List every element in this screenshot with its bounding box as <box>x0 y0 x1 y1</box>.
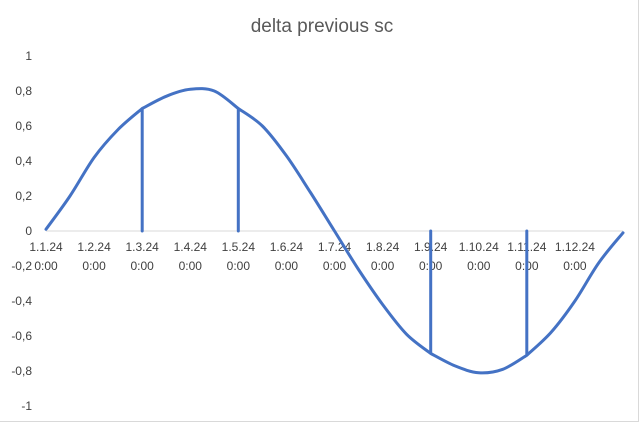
y-tick-label: 0,8 <box>15 84 32 98</box>
chart-title: delta previous sc <box>251 16 394 37</box>
x-tick-label-time: 0:00 <box>227 259 251 273</box>
x-tick-label-time: 0:00 <box>179 259 203 273</box>
y-tick-label: 1 <box>25 49 32 63</box>
x-tick-label-time: 0:00 <box>467 259 491 273</box>
y-tick-label: 0,2 <box>15 189 32 203</box>
y-tick-label: -0,2 <box>11 259 32 273</box>
x-tick-label-time: 0:00 <box>323 259 347 273</box>
x-axis-labels: 1.1.24 0:00 1.2.24 0:00 1.3.24 0:00 1.4.24 0:00… <box>29 240 595 273</box>
x-tick-label-date: 1.10.24 <box>459 240 499 254</box>
x-tick-label-date: 1.1.24 <box>29 240 63 254</box>
x-tick-label-date: 1.6.24 <box>270 240 304 254</box>
y-tick-label: 0 <box>25 224 32 238</box>
x-tick-label-time: 0:00 <box>371 259 395 273</box>
y-axis-labels: 1 0,8 0,6 0,4 0,2 0 -0,2 -0,4 -0,6 -0,8 -1 <box>11 49 32 413</box>
x-tick-label-date: 1.2.24 <box>77 240 111 254</box>
x-tick-label-time: 0:00 <box>34 259 58 273</box>
y-tick-label: -1 <box>21 399 32 413</box>
y-tick-label: 0,4 <box>15 154 32 168</box>
x-tick-label-date: 1.5.24 <box>222 240 256 254</box>
x-tick-label-time: 0:00 <box>82 259 106 273</box>
y-tick-label: -0,8 <box>11 364 32 378</box>
x-tick-label-time: 0:00 <box>275 259 299 273</box>
x-tick-label-date: 1.8.24 <box>366 240 400 254</box>
y-tick-label: -0,4 <box>11 294 32 308</box>
y-tick-label: -0,6 <box>11 329 32 343</box>
x-tick-label-date: 1.4.24 <box>174 240 208 254</box>
y-tick-label: 0,6 <box>15 119 32 133</box>
series-line <box>44 87 625 375</box>
x-tick-label-time: 0:00 <box>130 259 154 273</box>
x-tick-label-time: 0:00 <box>563 259 587 273</box>
x-tick-label-date: 1.12.24 <box>555 240 595 254</box>
x-tick-label-date: 1.3.24 <box>125 240 159 254</box>
